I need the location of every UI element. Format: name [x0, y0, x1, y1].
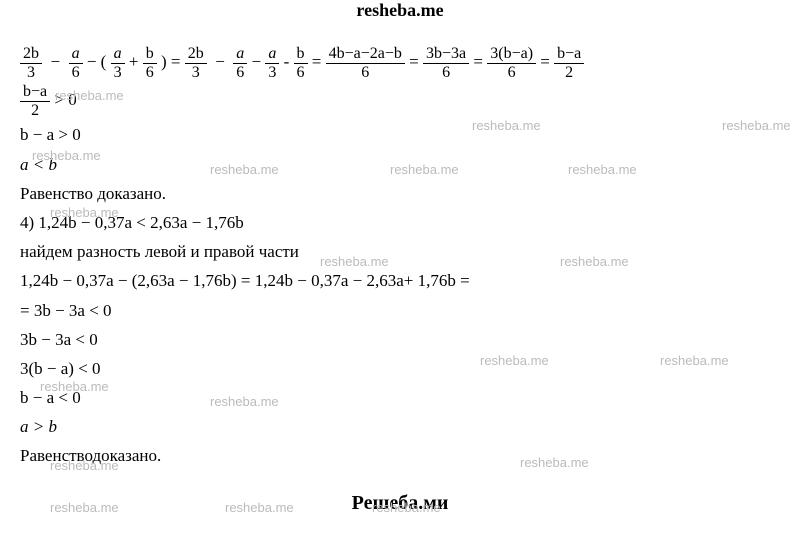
- equation-line-6: 4) 1,24b − 0,37a < 2,63a − 1,76b: [20, 209, 780, 236]
- text-line-14: Равенстводоказано.: [20, 442, 780, 469]
- text-line-7: найдем разность левой и правой части: [20, 238, 780, 265]
- equation-line-9: = 3b − 3a < 0: [20, 297, 780, 324]
- equation-line-13: a > b: [20, 413, 780, 440]
- equation-line-1: 2b3 − a6 − ( a3 + b6 ) = 2b3 − a6 − a3 -…: [20, 45, 780, 81]
- text-line-5: Равенство доказано.: [20, 180, 780, 207]
- footer-title: Решеба.ми: [0, 492, 800, 515]
- equation-line-10: 3b − 3a < 0: [20, 326, 780, 353]
- equation-line-2: b−a2 > 0: [20, 83, 780, 119]
- header-title: resheba.me: [0, 0, 800, 21]
- equation-line-3: b − a > 0: [20, 121, 780, 148]
- equation-line-11: 3(b − a) < 0: [20, 355, 780, 382]
- equation-line-8: 1,24b − 0,37a − (2,63a − 1,76b) = 1,24b …: [20, 267, 780, 294]
- equation-line-12: b − a < 0: [20, 384, 780, 411]
- content: 2b3 − a6 − ( a3 + b6 ) = 2b3 − a6 − a3 -…: [0, 33, 800, 482]
- equation-line-4: a < b: [20, 151, 780, 178]
